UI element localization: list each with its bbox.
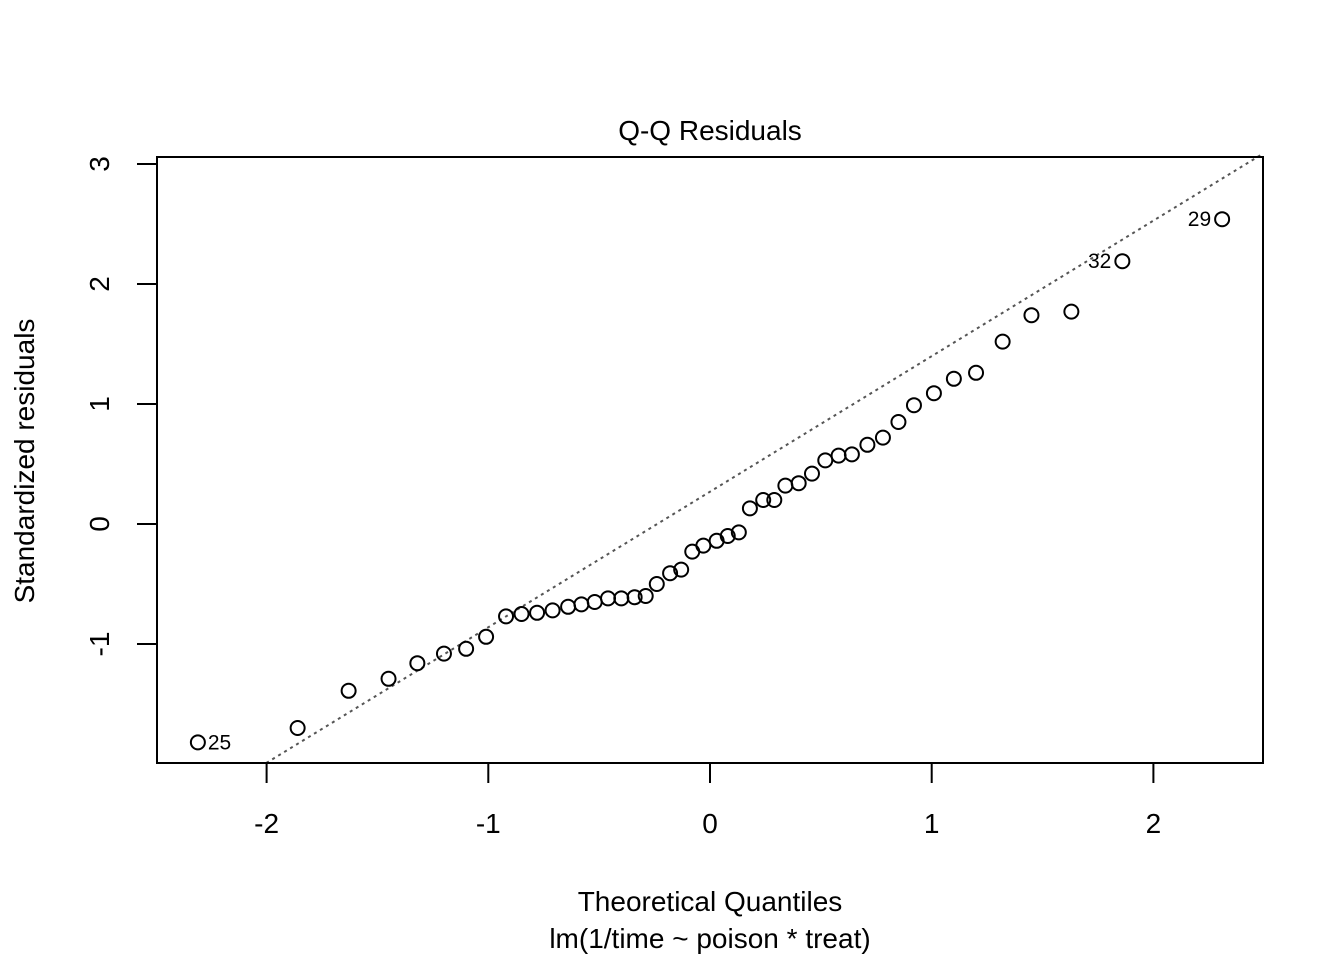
- data-point: [289, 720, 306, 736]
- data-point: [1214, 211, 1231, 228]
- x-tick-label: 2: [1146, 808, 1162, 839]
- data-point: [648, 576, 665, 592]
- data-point: [409, 655, 426, 672]
- data-point: [817, 452, 834, 469]
- data-point: [1114, 253, 1131, 270]
- point-label: 32: [1088, 250, 1111, 273]
- y-axis: -1 0 1 2 3: [84, 156, 158, 657]
- y-tick-label: 1: [84, 396, 115, 412]
- data-points: 25 32 29: [189, 208, 1231, 754]
- data-point: [890, 414, 907, 430]
- data-point: [719, 528, 736, 544]
- data-point: [945, 370, 962, 387]
- data-point: [340, 682, 357, 699]
- data-point: [529, 604, 546, 621]
- data-point: [600, 590, 617, 607]
- data-point: [766, 492, 783, 508]
- data-point: [380, 670, 397, 687]
- x-tick-label: 0: [702, 808, 718, 839]
- point-label: 29: [1188, 208, 1211, 231]
- data-point: [613, 590, 630, 607]
- data-point: [968, 364, 985, 381]
- x-tick-label: -1: [476, 808, 501, 839]
- chart-subtitle: lm(1/time ~ poison * treat): [549, 923, 870, 954]
- data-point: [1023, 307, 1040, 324]
- data-point: [458, 640, 475, 657]
- data-point: [777, 477, 794, 494]
- data-point: [695, 537, 712, 554]
- data-point: [874, 429, 891, 446]
- data-point: [498, 608, 515, 625]
- y-tick-label: -1: [84, 632, 115, 657]
- y-tick-label: 2: [84, 276, 115, 292]
- plot-area: [156, 154, 1264, 764]
- data-point: [478, 628, 495, 645]
- data-point: [905, 397, 922, 414]
- data-point: [560, 598, 577, 615]
- data-point: [859, 436, 876, 453]
- data-point: [730, 524, 747, 541]
- chart-title: Q-Q Residuals: [618, 115, 802, 146]
- data-point: [994, 333, 1011, 350]
- data-point: [755, 492, 772, 508]
- reference-line: [265, 154, 1261, 764]
- y-axis-label: Standardized residuals: [9, 319, 40, 604]
- data-point: [513, 606, 530, 622]
- data-point: [586, 594, 603, 610]
- plot-frame: [156, 156, 1264, 764]
- data-point: [626, 589, 643, 606]
- data-point: [673, 561, 690, 578]
- data-point: [843, 446, 860, 463]
- x-tick-label: -2: [254, 808, 279, 839]
- data-point: [662, 565, 679, 582]
- x-tick-label: 1: [924, 808, 940, 839]
- point-label: 25: [208, 731, 231, 754]
- data-point: [790, 475, 807, 492]
- data-point: [741, 500, 758, 517]
- x-axis: -2 -1 0 1 2: [254, 762, 1162, 839]
- data-point: [637, 588, 654, 604]
- data-point: [803, 465, 820, 482]
- data-point: [573, 596, 590, 613]
- y-tick-label: 0: [84, 516, 115, 532]
- data-point: [544, 602, 561, 619]
- x-axis-label: Theoretical Quantiles: [578, 886, 843, 917]
- data-point: [925, 385, 942, 402]
- data-point: [435, 645, 452, 662]
- data-point: [189, 734, 206, 751]
- data-point: [830, 447, 847, 464]
- y-tick-label: 3: [84, 156, 115, 172]
- data-point: [1063, 303, 1080, 320]
